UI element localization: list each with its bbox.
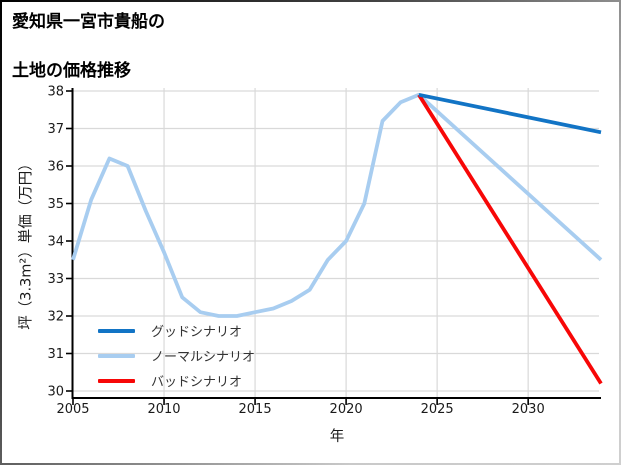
legend-item-good-scenario: グッドシナリオ <box>98 318 255 343</box>
series-line <box>417 93 603 385</box>
series-line <box>71 92 603 318</box>
x-tick-label: 2030 <box>512 402 545 417</box>
chart-title-line2: 土地の価格推移 <box>12 61 131 82</box>
y-tick-label: 33 <box>47 272 64 287</box>
y-axis-label: 坪（3.3m²）単価（万円） <box>18 156 35 330</box>
legend-label-good-scenario: グッドシナリオ <box>151 325 243 340</box>
y-tick-label: 36 <box>47 160 64 175</box>
y-tick-label: 34 <box>47 235 64 250</box>
legend-swatch-normal-scenario <box>98 353 135 358</box>
x-tick-label: 2025 <box>421 402 454 417</box>
x-tick-label: 2010 <box>147 402 180 417</box>
legend-swatch-good-scenario <box>98 328 135 333</box>
legend-swatch-bad-scenario <box>98 378 135 383</box>
y-tick-label: 31 <box>47 347 64 362</box>
series-line <box>418 92 602 135</box>
legend-item-bad-scenario: バッドシナリオ <box>98 368 255 393</box>
y-tick-label: 35 <box>47 197 64 212</box>
y-tick-label: 30 <box>47 385 64 400</box>
legend: グッドシナリオ ノーマルシナリオ バッドシナリオ <box>98 318 255 393</box>
y-tick-label: 32 <box>47 310 64 325</box>
x-axis-label: 年 <box>329 429 345 445</box>
y-tick-label: 38 <box>47 85 64 100</box>
x-tick-label: 2020 <box>330 402 363 417</box>
legend-label-normal-scenario: ノーマルシナリオ <box>151 350 256 365</box>
legend-label-bad-scenario: バッドシナリオ <box>151 375 243 390</box>
x-tick-label: 2015 <box>239 402 272 417</box>
x-tick-label: 2005 <box>56 402 89 417</box>
chart-title-line1: 愛知県一宮市貴船の <box>12 12 165 32</box>
legend-item-normal-scenario: ノーマルシナリオ <box>98 343 255 368</box>
chart-title: 愛知県一宮市貴船の 土地の価格推移 <box>12 10 165 84</box>
y-tick-label: 37 <box>47 122 64 137</box>
